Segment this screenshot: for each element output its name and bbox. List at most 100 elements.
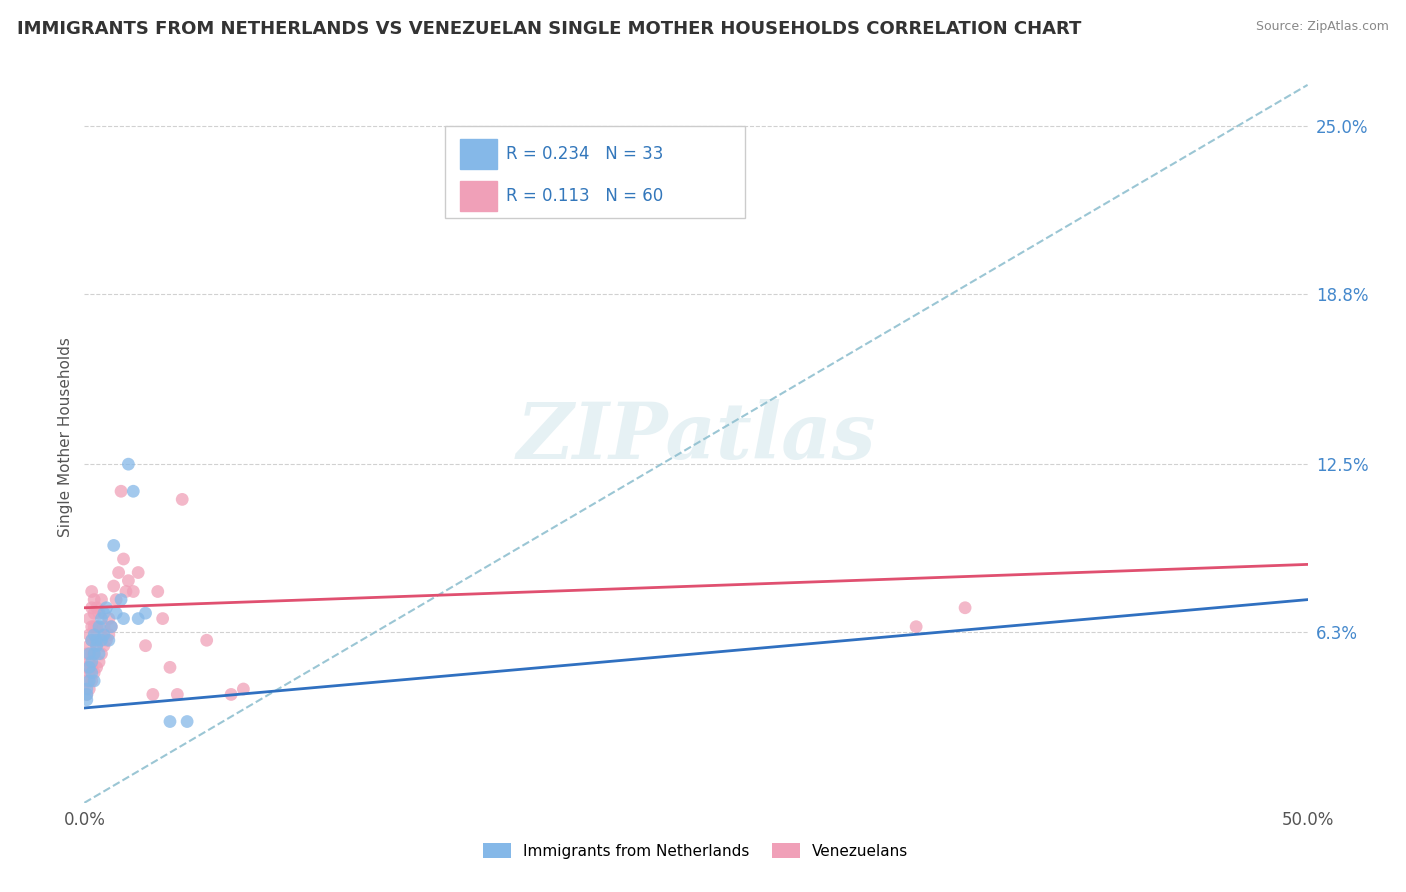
Point xyxy=(146,584,169,599)
Text: IMMIGRANTS FROM NETHERLANDS VS VENEZUELAN SINGLE MOTHER HOUSEHOLDS CORRELATION C: IMMIGRANTS FROM NETHERLANDS VS VENEZUELA… xyxy=(17,20,1081,37)
Point xyxy=(83,647,105,661)
Point xyxy=(77,665,100,680)
Point xyxy=(110,592,132,607)
Point xyxy=(105,606,128,620)
Point xyxy=(219,688,242,702)
Point xyxy=(76,688,98,702)
Point xyxy=(76,693,98,707)
Point xyxy=(93,639,115,653)
Point xyxy=(77,681,100,696)
Point xyxy=(86,639,108,653)
Point xyxy=(83,606,105,620)
Point xyxy=(76,681,98,696)
Point xyxy=(232,681,254,696)
Point xyxy=(77,639,100,653)
Point xyxy=(176,714,198,729)
Point xyxy=(127,611,149,625)
Point xyxy=(103,579,125,593)
Point xyxy=(107,566,129,580)
Point xyxy=(110,484,132,499)
Point xyxy=(76,673,98,688)
Point xyxy=(83,592,105,607)
Point xyxy=(103,538,125,552)
Point xyxy=(93,606,115,620)
Point xyxy=(100,620,122,634)
Point xyxy=(97,633,120,648)
Point xyxy=(87,633,110,648)
Point xyxy=(90,647,112,661)
Point xyxy=(76,688,98,702)
Point xyxy=(953,600,976,615)
Point xyxy=(83,673,105,688)
Point xyxy=(90,633,112,648)
Point xyxy=(90,628,112,642)
Point xyxy=(105,592,128,607)
Text: ZIPatlas: ZIPatlas xyxy=(516,399,876,475)
Point xyxy=(112,552,135,566)
Point xyxy=(115,584,138,599)
Point xyxy=(77,628,100,642)
Point xyxy=(905,620,928,634)
Point xyxy=(80,655,103,669)
Point xyxy=(80,600,103,615)
Point xyxy=(135,606,157,620)
Point xyxy=(80,647,103,661)
Point xyxy=(87,655,110,669)
Point xyxy=(90,592,112,607)
Point xyxy=(195,633,218,648)
Point xyxy=(112,611,135,625)
Point xyxy=(80,633,103,648)
Point xyxy=(80,665,103,680)
Point xyxy=(77,673,100,688)
Point xyxy=(76,647,98,661)
Point xyxy=(122,484,145,499)
Point xyxy=(80,584,103,599)
Point xyxy=(77,647,100,661)
Bar xyxy=(460,139,496,169)
Point xyxy=(83,633,105,648)
Point xyxy=(159,714,181,729)
Point xyxy=(127,566,149,580)
Point xyxy=(90,611,112,625)
Y-axis label: Single Mother Households: Single Mother Households xyxy=(58,337,73,537)
Point xyxy=(96,633,118,648)
Point xyxy=(77,660,100,674)
Point xyxy=(83,620,105,634)
Point xyxy=(87,647,110,661)
Point xyxy=(86,600,108,615)
Point xyxy=(87,606,110,620)
Point xyxy=(172,492,194,507)
Point xyxy=(97,611,120,625)
Point xyxy=(86,620,108,634)
Point xyxy=(135,639,157,653)
Point xyxy=(86,639,108,653)
Point xyxy=(122,584,145,599)
Point xyxy=(83,665,105,680)
Point xyxy=(77,655,100,669)
Point xyxy=(93,620,115,634)
Point xyxy=(77,611,100,625)
Point xyxy=(83,628,105,642)
Point xyxy=(80,620,103,634)
Point xyxy=(142,688,165,702)
Point xyxy=(80,660,103,674)
Point xyxy=(80,633,103,648)
Point xyxy=(100,620,122,634)
Point xyxy=(97,628,120,642)
Text: R = 0.234   N = 33: R = 0.234 N = 33 xyxy=(506,145,664,163)
Point xyxy=(117,457,139,471)
Point xyxy=(96,600,118,615)
Point xyxy=(93,628,115,642)
Text: R = 0.113   N = 60: R = 0.113 N = 60 xyxy=(506,187,664,205)
Point xyxy=(83,647,105,661)
Point xyxy=(159,660,181,674)
Bar xyxy=(460,181,496,211)
Point xyxy=(152,611,174,625)
Point xyxy=(76,660,98,674)
FancyBboxPatch shape xyxy=(446,126,745,218)
Point xyxy=(117,574,139,588)
Legend: Immigrants from Netherlands, Venezuelans: Immigrants from Netherlands, Venezuelans xyxy=(478,837,914,864)
Point xyxy=(86,660,108,674)
Text: Source: ZipAtlas.com: Source: ZipAtlas.com xyxy=(1256,20,1389,33)
Point xyxy=(86,633,108,648)
